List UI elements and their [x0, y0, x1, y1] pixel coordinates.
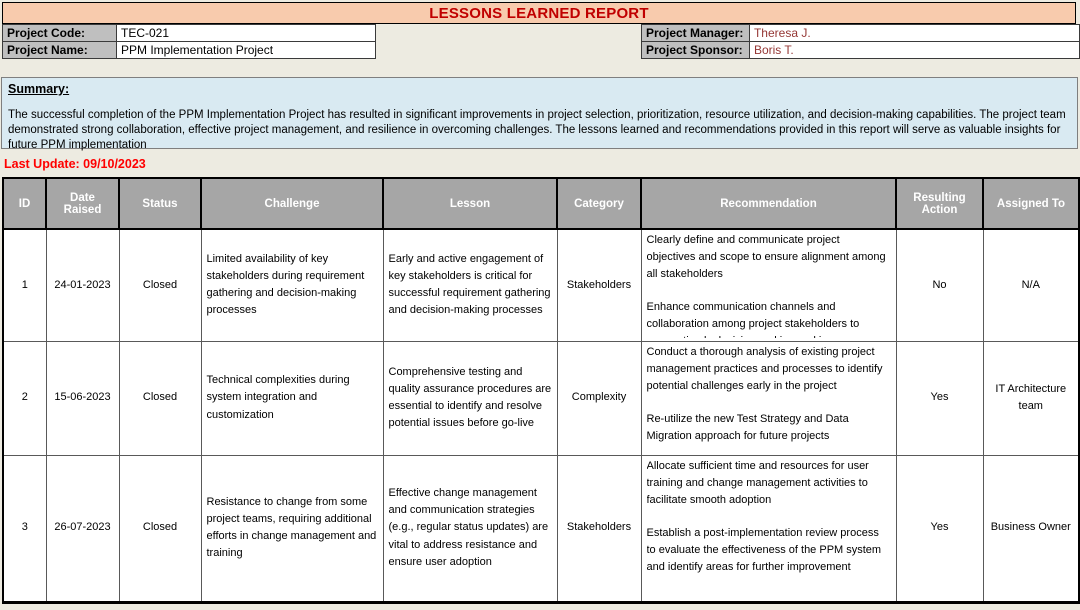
cell-resulting-action[interactable]: Yes — [895, 454, 984, 604]
col-header-lesson: Lesson — [382, 177, 558, 230]
project-info-right: Project Manager: Theresa J. Project Spon… — [641, 24, 1080, 59]
cell-resulting-action[interactable]: Yes — [895, 340, 984, 456]
col-header-recommendation: Recommendation — [640, 177, 897, 230]
cell-status[interactable]: Closed — [118, 454, 202, 604]
summary-text: The successful completion of the PPM Imp… — [8, 109, 1066, 152]
recommendation-paragraph: Establish a post-implementation review p… — [646, 527, 882, 574]
cell-category[interactable]: Stakeholders — [556, 454, 642, 604]
project-name-value[interactable]: PPM Implementation Project — [116, 41, 376, 59]
cell-category[interactable]: Complexity — [556, 340, 642, 456]
recommendation-text: Clearly define and communicate project o… — [647, 232, 891, 338]
col-header-status: Status — [118, 177, 202, 230]
project-code-label: Project Code: — [2, 24, 117, 42]
cell-resulting-action[interactable]: No — [895, 228, 984, 342]
project-sponsor-value[interactable]: Boris T. — [748, 41, 1080, 59]
cell-id[interactable]: 3 — [2, 454, 47, 604]
cell-challenge[interactable]: Limited availability of key stakeholders… — [200, 228, 384, 342]
cell-assigned-to[interactable]: Business Owner — [982, 454, 1080, 604]
project-name-row: Project Name: PPM Implementation Project — [2, 41, 376, 59]
lessons-learned-table: ID Date Raised Status Challenge Lesson C… — [2, 177, 1080, 604]
project-name-label: Project Name: — [2, 41, 117, 59]
recommendation-paragraph: Conduct a thorough analysis of existing … — [646, 346, 883, 393]
project-manager-value[interactable]: Theresa J. — [748, 24, 1080, 42]
cell-recommendation[interactable]: Allocate sufficient time and resources f… — [640, 454, 897, 604]
col-header-category: Category — [556, 177, 642, 230]
recommendation-paragraph: Clearly define and communicate project o… — [646, 234, 886, 281]
cell-status[interactable]: Closed — [118, 340, 202, 456]
col-header-challenge: Challenge — [200, 177, 384, 230]
project-info-left: Project Code: TEC-021 Project Name: PPM … — [2, 24, 376, 59]
table-row: 1 24-01-2023 Closed Limited availability… — [2, 228, 1080, 342]
last-update-label: Last Update: 09/10/2023 — [4, 157, 146, 171]
summary-heading: Summary: — [8, 82, 70, 96]
cell-challenge[interactable]: Technical complexities during system int… — [200, 340, 384, 456]
project-sponsor-label: Project Sponsor: — [641, 41, 750, 59]
cell-lesson[interactable]: Effective change management and communic… — [382, 454, 558, 604]
cell-lesson[interactable]: Early and active engagement of key stake… — [382, 228, 558, 342]
cell-lesson[interactable]: Comprehensive testing and quality assura… — [382, 340, 558, 456]
report-title: LESSONS LEARNED REPORT — [2, 2, 1076, 24]
recommendation-paragraph: Enhance communication channels and colla… — [646, 301, 860, 338]
cell-status[interactable]: Closed — [118, 228, 202, 342]
project-code-row: Project Code: TEC-021 — [2, 24, 376, 42]
project-manager-row: Project Manager: Theresa J. — [641, 24, 1080, 42]
recommendation-paragraph: Re-utilize the new Test Strategy and Dat… — [646, 413, 849, 443]
cell-assigned-to[interactable]: N/A — [982, 228, 1080, 342]
project-code-value[interactable]: TEC-021 — [116, 24, 376, 42]
col-header-date-raised: Date Raised — [45, 177, 120, 230]
cell-id[interactable]: 2 — [2, 340, 47, 456]
recommendation-paragraph: Allocate sufficient time and resources f… — [646, 460, 869, 507]
project-sponsor-row: Project Sponsor: Boris T. — [641, 41, 1080, 59]
cell-date-raised[interactable]: 15-06-2023 — [45, 340, 120, 456]
recommendation-text: Conduct a thorough analysis of existing … — [647, 344, 891, 452]
cell-challenge[interactable]: Resistance to change from some project t… — [200, 454, 384, 604]
table-header-row: ID Date Raised Status Challenge Lesson C… — [2, 177, 1080, 230]
table-row: 2 15-06-2023 Closed Technical complexiti… — [2, 340, 1080, 456]
col-header-id: ID — [2, 177, 47, 230]
recommendation-text: Allocate sufficient time and resources f… — [647, 458, 891, 598]
summary-section: Summary: The successful completion of th… — [1, 77, 1078, 151]
table-row: 3 26-07-2023 Closed Resistance to change… — [2, 454, 1080, 604]
col-header-resulting-action: Resulting Action — [895, 177, 984, 230]
cell-category[interactable]: Stakeholders — [556, 228, 642, 342]
cell-date-raised[interactable]: 24-01-2023 — [45, 228, 120, 342]
project-manager-label: Project Manager: — [641, 24, 750, 42]
cell-date-raised[interactable]: 26-07-2023 — [45, 454, 120, 604]
cell-recommendation[interactable]: Clearly define and communicate project o… — [640, 228, 897, 342]
cell-assigned-to[interactable]: IT Architecture team — [982, 340, 1080, 456]
cell-recommendation[interactable]: Conduct a thorough analysis of existing … — [640, 340, 897, 456]
cell-id[interactable]: 1 — [2, 228, 47, 342]
col-header-assigned-to: Assigned To — [982, 177, 1080, 230]
